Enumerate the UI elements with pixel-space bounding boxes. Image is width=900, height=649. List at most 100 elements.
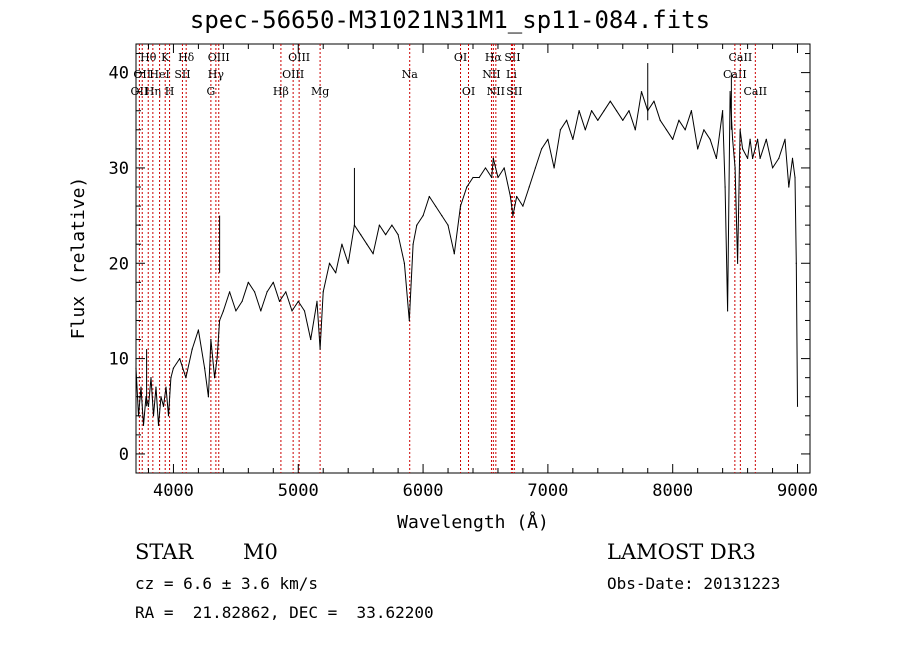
spectrum-point [397,234,399,236]
spectrum-point [322,291,324,293]
spectral-line-label: CaII [723,68,747,81]
spectrum-point [503,167,505,169]
spectrum-point [734,167,736,169]
spectrum-point [628,110,630,112]
spectrum-point [615,110,618,112]
spectrum-point [285,291,287,293]
spectrum-point [219,319,221,322]
spectral-line-label: CaII [743,85,767,98]
spectral-line-label: Hη [145,85,161,98]
spectrum-point [584,129,586,131]
spectral-line-label: OI [454,51,467,64]
spectral-line-label: Hβ [273,85,289,98]
spectrum-point [715,157,717,159]
spectrum-point [297,300,299,302]
spectrum-point [678,119,680,121]
spectrum-point [272,281,274,283]
spectrum-point [472,176,474,179]
spectral-line-label: SII [174,68,190,81]
spectrum-point [491,176,493,179]
spectrum-point [422,215,424,217]
spectrum-point [778,157,780,159]
observation-date: Obs-Date: 20131223 [607,574,781,593]
spectrum-point [316,300,318,302]
spectrum-point [703,129,705,131]
spectral-line-label: Hδ [178,51,195,64]
spectrum-point [319,348,321,350]
spectrum-point [459,205,462,207]
spectrum-point [771,167,774,169]
spectrum-point [303,310,306,312]
coordinates-readout: RA = 21.82862, DEC = 33.62200 [135,603,434,622]
spectrum-point [434,205,437,207]
spectrum-point [403,262,405,264]
spectrum-point [603,110,605,112]
spectrum-point [155,386,157,388]
spectrum-point [185,377,187,379]
spectrum-point [428,195,430,198]
spectrum-point [528,186,530,188]
spectrum-point [727,310,729,312]
spectrum-point [478,176,480,179]
spectrum-point [412,243,414,245]
spectrum-point [742,148,744,150]
spectrum-point [162,405,165,407]
spectrum-point [247,281,249,283]
spectrum-point [222,310,224,312]
spectrum-point [441,215,443,217]
spectral-line-label: OIII [288,51,310,64]
redshift-readout: cz = 6.6 ± 3.6 km/s [135,574,319,593]
spectrum-point [578,110,580,112]
spectrum-point [385,234,387,236]
spectrum-point [640,91,643,93]
spectrum-point [559,129,561,131]
spectral-line-label: CaII [729,51,753,64]
spectrum-point [266,291,268,293]
spectrum-point [152,415,155,417]
spectrum-point [235,310,237,312]
spectral-line-label: Li [506,68,517,81]
spectrum-point [791,157,794,159]
spectrum-point [167,415,170,417]
spectrum-point [754,148,756,150]
spectral-line-label: K [161,51,170,64]
spectrum-point [534,167,537,169]
spectrum-point [739,129,741,131]
spectrum-point [516,195,518,198]
spectrum-point [165,386,167,388]
spectrum-point [722,110,724,112]
spectrum-point [197,329,200,331]
spectrum-point [784,138,786,140]
spectral-line-label: SII [506,85,522,98]
object-class: STAR [135,540,194,564]
spectrum-point [609,100,611,102]
spectral-line-label: OI [462,85,475,98]
spectrum-point [759,157,761,159]
spectral-line-markers: OIIOIIHθHηHeIKHSIIHδGHγOIIIHβOIIIOIIIMgN… [131,44,767,473]
spectrum-point [684,129,686,131]
spectrum-point [347,262,349,264]
spectrum-point [372,253,374,255]
spectrum-point [310,338,312,341]
spectrum-point [634,129,636,131]
y-tick-label: 0 [119,445,129,465]
spectrum-point [659,119,661,121]
spectrum-point [794,176,796,179]
spectrum-line [135,91,798,426]
spectrum-point [566,119,568,121]
spectrum-point [541,148,543,150]
x-tick-label: 9000 [777,481,818,501]
spectrum-point [724,186,726,188]
object-subclass: M0 [243,540,278,564]
spectrum-point [360,234,362,236]
spectrum-point [447,224,449,226]
spectrum-point [408,319,410,322]
spectrum-point [157,424,160,426]
x-tick-label: 5000 [278,481,319,501]
spectrum-point [142,424,145,426]
x-tick-label: 8000 [652,481,693,501]
spectral-line-label: NII [487,85,505,98]
spectrum-point [765,138,767,140]
chart-title: spec-56650-M31021N31M1_sp11-084.fits [189,6,711,34]
